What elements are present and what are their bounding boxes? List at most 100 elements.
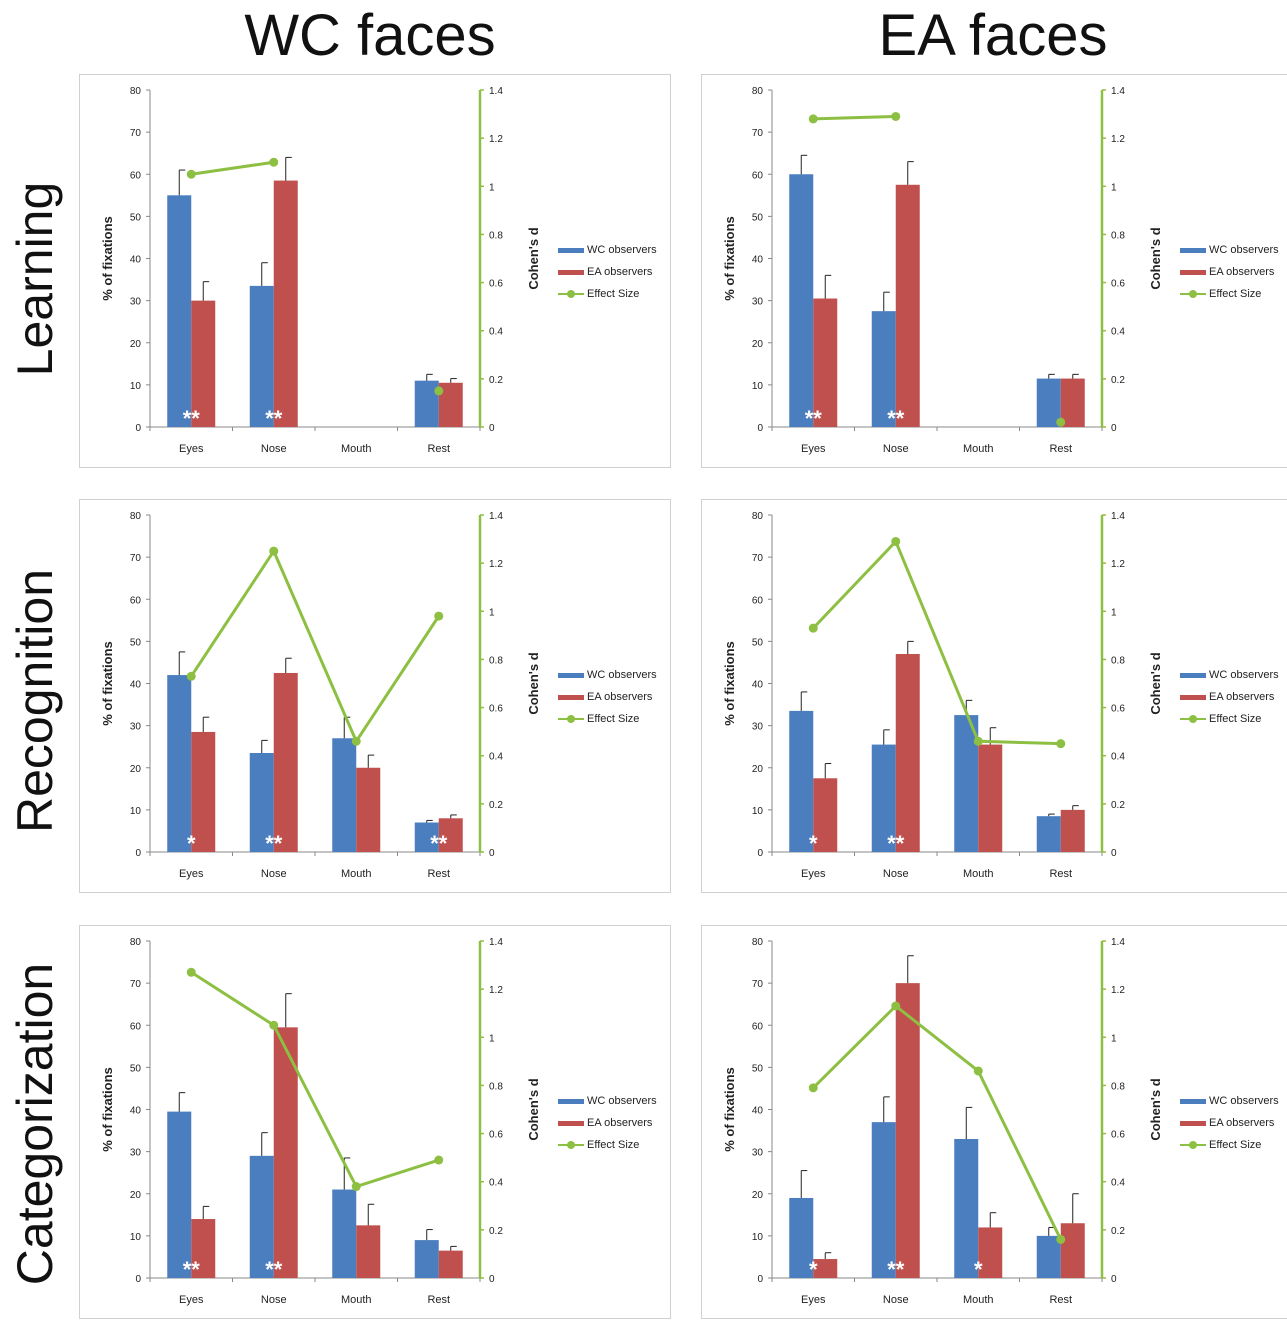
y2-tick-label: 0.2 — [489, 1226, 503, 1237]
column-title-wc: WC faces — [244, 3, 496, 68]
bar-ea-mouth — [356, 767, 381, 852]
significance-marker: ** — [805, 406, 823, 431]
legend-label: EA observers — [587, 691, 653, 703]
legend-item: EA observers — [558, 1112, 657, 1134]
y-tick-label: 10 — [130, 806, 142, 817]
y2-tick-label: 0.8 — [1111, 230, 1125, 241]
legend-item: Effect Size — [1180, 708, 1279, 730]
legend-label: EA observers — [1209, 691, 1275, 703]
bar-wc-rest — [414, 822, 439, 852]
legend-swatch — [1180, 247, 1206, 253]
bar-wc-rest — [1036, 1235, 1061, 1278]
legend-line-swatch — [558, 1141, 584, 1149]
legend-item: EA observers — [1180, 1112, 1279, 1134]
legend-swatch — [558, 1120, 584, 1126]
y-tick-label: 40 — [130, 255, 142, 266]
legend-label: WC observers — [1209, 669, 1279, 681]
effect-point-nose — [269, 546, 279, 556]
row-title-categorization: Categorization — [7, 962, 63, 1286]
x-tick-label: Mouth — [963, 868, 994, 880]
y2-tick-label: 0.8 — [489, 230, 503, 241]
y-tick-label: 20 — [752, 339, 764, 350]
legend-item: Effect Size — [1180, 283, 1279, 305]
y2-tick-label: 0 — [489, 848, 495, 859]
bar-wc-nose — [871, 744, 896, 852]
bar-ea-nose — [273, 1027, 298, 1278]
bar-wc-rest — [414, 380, 439, 427]
y2-tick-label: 1.2 — [489, 134, 503, 145]
y-tick-label: 50 — [752, 1063, 764, 1074]
bar-ea-nose — [895, 654, 920, 852]
bar-wc-eyes — [789, 1197, 814, 1278]
x-tick-label: Rest — [427, 868, 450, 880]
y-tick-label: 60 — [130, 595, 142, 606]
y-axis-label: % of fixations — [100, 641, 115, 726]
effect-line-segment — [191, 160, 274, 176]
y2-tick-label: 0.4 — [489, 752, 503, 763]
legend-label: Effect Size — [587, 1139, 640, 1151]
y2-tick-label: 1.4 — [1111, 86, 1125, 97]
legend-label: Effect Size — [587, 713, 640, 725]
x-tick-label: Nose — [883, 1294, 909, 1306]
y2-tick-label: 1 — [489, 182, 495, 193]
legend-line-swatch — [1180, 1141, 1206, 1149]
y2-tick-label: 0.6 — [489, 1130, 503, 1141]
effect-point-eyes — [186, 671, 196, 681]
bar-wc-nose — [249, 753, 274, 852]
y-tick-label: 40 — [130, 680, 142, 691]
bar-ea-eyes — [191, 731, 216, 852]
y2-tick-label: 0 — [1111, 1274, 1117, 1285]
y-tick-label: 60 — [752, 1021, 764, 1032]
y2-tick-label: 0 — [1111, 848, 1117, 859]
chart-svg: 0 10 20 30 40 50 60 70 80 0 0.2 0.4 0.6 0.8 1 1.2 1.4 % o… — [722, 511, 1163, 880]
bar-wc-nose — [871, 1122, 896, 1278]
y-tick-label: 60 — [752, 595, 764, 606]
legend-item: EA observers — [1180, 686, 1279, 708]
bar-ea-mouth — [978, 744, 1003, 852]
x-tick-label: Nose — [261, 868, 287, 880]
legend-item: WC observers — [1180, 239, 1279, 261]
column-title-ea: EA faces — [878, 3, 1108, 68]
bar-wc-mouth — [332, 738, 357, 852]
x-tick-label: Mouth — [963, 1294, 994, 1306]
y-tick-label: 0 — [135, 848, 141, 859]
legend-label: WC observers — [587, 1095, 657, 1107]
effect-point-eyes — [808, 1083, 818, 1093]
legend-swatch — [1180, 694, 1206, 700]
y2-tick-label: 1 — [1111, 1033, 1117, 1044]
effect-line-segment — [354, 615, 441, 743]
effect-point-nose — [891, 1001, 901, 1011]
chart-panel-learning-ea: 0 10 20 30 40 50 60 70 80 0 0.2 0.4 0.6 0.8 1 1.2 1.4 % o… — [701, 74, 1287, 468]
y-tick-label: 10 — [752, 381, 764, 392]
bar-ea-eyes — [191, 300, 216, 427]
x-tick-label: Rest — [427, 443, 450, 455]
significance-marker: * — [809, 1257, 818, 1282]
effect-point-nose — [891, 536, 901, 546]
y-tick-label: 50 — [752, 212, 764, 223]
y-tick-label: 70 — [130, 979, 142, 990]
y2-tick-label: 0.4 — [1111, 752, 1125, 763]
y-tick-label: 80 — [752, 937, 764, 948]
y-tick-label: 30 — [752, 722, 764, 733]
y-tick-label: 40 — [752, 680, 764, 691]
x-tick-label: Eyes — [179, 1294, 204, 1306]
legend-item: EA observers — [1180, 261, 1279, 283]
y2-tick-label: 1.4 — [1111, 511, 1125, 522]
x-tick-label: Rest — [1049, 868, 1072, 880]
legend-line-swatch — [558, 290, 584, 298]
bar-wc-mouth — [332, 1189, 357, 1278]
y-tick-label: 0 — [757, 1274, 763, 1285]
y2-tick-label: 0.2 — [489, 375, 503, 386]
legend-item: Effect Size — [1180, 1134, 1279, 1156]
significance-marker: ** — [265, 1257, 283, 1282]
x-tick-label: Rest — [427, 1294, 450, 1306]
bar-wc-nose — [249, 1155, 274, 1278]
y-tick-label: 0 — [757, 423, 763, 434]
significance-marker: ** — [430, 831, 448, 856]
legend: WC observers EA observers Effect Size — [558, 1090, 657, 1156]
legend-swatch — [1180, 1098, 1206, 1104]
y2-tick-label: 1.2 — [1111, 134, 1125, 145]
bar-wc-eyes — [167, 675, 192, 852]
y2-tick-label: 0.4 — [1111, 327, 1125, 338]
legend: WC observers EA observers Effect Size — [1180, 664, 1279, 730]
